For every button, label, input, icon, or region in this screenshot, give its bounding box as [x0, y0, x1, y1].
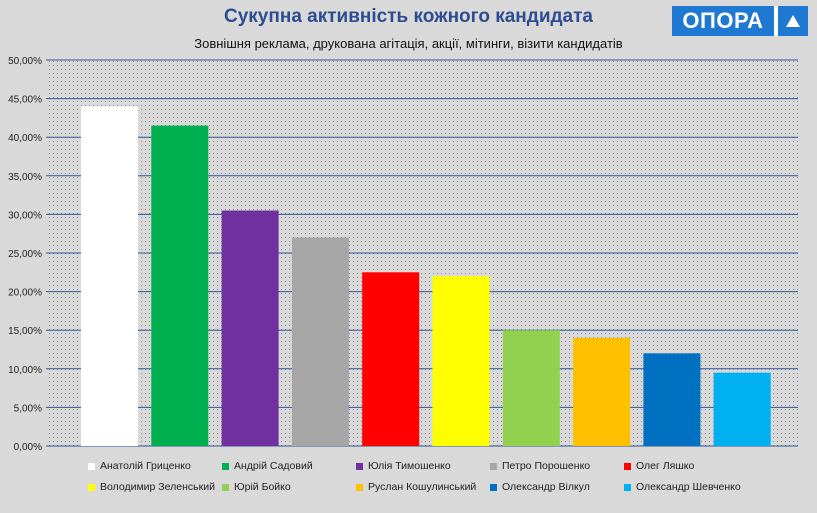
- legend-label: Юрій Бойко: [234, 481, 291, 493]
- legend-item: Олександр Вілкул: [490, 481, 624, 493]
- legend-item: Андрій Садовий: [222, 460, 356, 472]
- y-tick-label: 35,00%: [8, 172, 42, 183]
- legend-swatch: [624, 462, 631, 470]
- legend-item: Руслан Кошулинський: [356, 481, 490, 493]
- legend-item: Юлія Тимошенко: [356, 460, 490, 472]
- legend-item: Анатолій Гриценко: [88, 460, 222, 472]
- legend-swatch: [490, 462, 497, 470]
- legend-label: Володимир Зеленський: [100, 481, 215, 493]
- bar: [362, 272, 420, 446]
- y-tick-label: 25,00%: [8, 249, 42, 260]
- legend-label: Олександр Вілкул: [502, 481, 590, 493]
- y-tick-label: 20,00%: [8, 288, 42, 299]
- y-tick-label: 10,00%: [8, 365, 42, 376]
- legend-item: Олександр Шевченко: [624, 481, 774, 493]
- y-tick-label: 0,00%: [14, 442, 42, 453]
- legend-item: Петро Порошенко: [490, 460, 624, 472]
- legend-label: Андрій Садовий: [234, 460, 313, 472]
- legend-swatch: [222, 462, 229, 470]
- legend-swatch: [490, 483, 497, 491]
- bar: [432, 276, 490, 446]
- legend-item: Володимир Зеленський: [88, 481, 222, 493]
- chart-subtitle: Зовнішня реклама, друкована агітація, ак…: [194, 36, 623, 51]
- legend-swatch: [624, 483, 631, 491]
- legend-label: Юлія Тимошенко: [368, 460, 451, 472]
- bar: [573, 337, 631, 446]
- triangle-icon: [778, 6, 808, 36]
- legend-swatch: [88, 483, 95, 491]
- legend-swatch: [88, 462, 95, 470]
- y-tick-label: 50,00%: [8, 56, 42, 67]
- legend: Анатолій Гриценко Андрій Садовий Юлія Тимо…: [88, 460, 788, 493]
- legend-label: Руслан Кошулинський: [368, 481, 477, 493]
- bar: [291, 237, 349, 446]
- legend-label: Анатолій Гриценко: [100, 460, 191, 472]
- y-tick-label: 45,00%: [8, 95, 42, 106]
- legend-label: Олександр Шевченко: [636, 481, 741, 493]
- y-tick-label: 5,00%: [14, 403, 42, 414]
- y-tick-label: 15,00%: [8, 326, 42, 337]
- legend-label: Олег Ляшко: [636, 460, 695, 472]
- legend-item: Юрій Бойко: [222, 481, 356, 493]
- bar: [502, 330, 560, 446]
- legend-swatch: [222, 483, 229, 491]
- y-tick-label: 30,00%: [8, 210, 42, 221]
- bar: [81, 106, 138, 446]
- logo-text: ОПОРА: [672, 6, 774, 36]
- legend-swatch: [356, 462, 363, 470]
- chart-title: Сукупна активність кожного кандидата: [224, 6, 593, 27]
- legend-item: Олег Ляшко: [624, 460, 774, 472]
- bar: [151, 125, 209, 447]
- bar: [713, 372, 771, 446]
- legend-label: Петро Порошенко: [502, 460, 591, 472]
- opora-logo: ОПОРА: [672, 6, 808, 36]
- y-tick-label: 40,00%: [8, 133, 42, 144]
- bar: [221, 210, 279, 446]
- legend-swatch: [356, 483, 363, 491]
- bar: [643, 353, 701, 446]
